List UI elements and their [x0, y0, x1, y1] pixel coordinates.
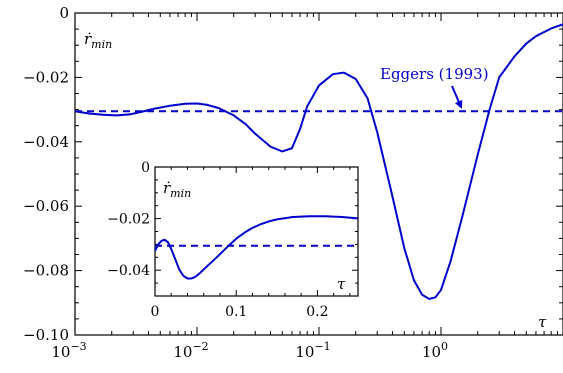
eggers-annotation-arrow	[451, 85, 463, 109]
inset-x-tick-label: 0.1	[225, 304, 247, 320]
main-x-tick-labels: 10−3 10−2 10−1 100	[51, 340, 448, 361]
main-y-tick-label: −0.08	[23, 262, 69, 280]
main-x-tick-label: 10−3	[51, 340, 86, 361]
main-series	[74, 23, 563, 300]
inset-y-tick-labels: 0 −0.02 −0.04	[107, 160, 150, 279]
inset-x-axis-label: τ	[337, 275, 346, 293]
main-y-tick-label: −0.10	[23, 326, 69, 344]
main-chart: 0−0.02−0.04−0.06−0.08−0.10 10−3 10−2 10−1 1…	[23, 4, 563, 361]
inset-series-solid	[154, 215, 359, 280]
main-y-tick-label: −0.06	[23, 197, 69, 215]
inset-background	[150, 160, 358, 300]
main-y-axis-label-sub: min	[91, 38, 112, 51]
inset-y-tick-label: 0	[141, 160, 150, 176]
main-x-tick-label: 10−2	[173, 340, 208, 361]
inset-y-axis-label: ṙmin	[163, 179, 191, 200]
inset-series	[154, 215, 359, 280]
inset-y-tick-label: −0.02	[107, 212, 150, 228]
main-x-tick-label: 10−1	[295, 340, 330, 361]
inset-x-tick-label: 0.2	[306, 304, 328, 320]
main-series-solid	[74, 23, 563, 300]
eggers-annotation: Eggers (1993)	[380, 65, 489, 83]
inset-x-tick-labels: 0 0.1 0.2	[151, 304, 329, 320]
inset-y-tick-label: −0.04	[107, 263, 150, 279]
main-x-axis-label: τ	[538, 313, 547, 331]
main-y-axis-label: ṙmin	[84, 30, 112, 51]
inset-y-axis-label-sub: min	[170, 187, 191, 200]
main-x-tick-label: 100	[422, 340, 448, 361]
main-y-tick-labels: 0 −0.02 −0.04 −0.06 −0.08 −0.10	[23, 4, 69, 344]
inset-y-axis-label-main: ṙ	[163, 179, 171, 197]
main-y-tick-label: −0.04	[23, 133, 69, 151]
main-ticks	[74, 12, 563, 336]
inset-ticks	[154, 166, 358, 297]
main-y-tick-label: −0.02	[23, 68, 69, 86]
main-y-tick-label: 0	[59, 4, 69, 22]
main-y-axis-label-main: ṙ	[84, 30, 92, 48]
inset-chart: 0 −0.02 −0.04 0 0.1 0.2 ṙmin τ	[107, 160, 359, 320]
inset-x-tick-label: 0	[151, 304, 160, 320]
